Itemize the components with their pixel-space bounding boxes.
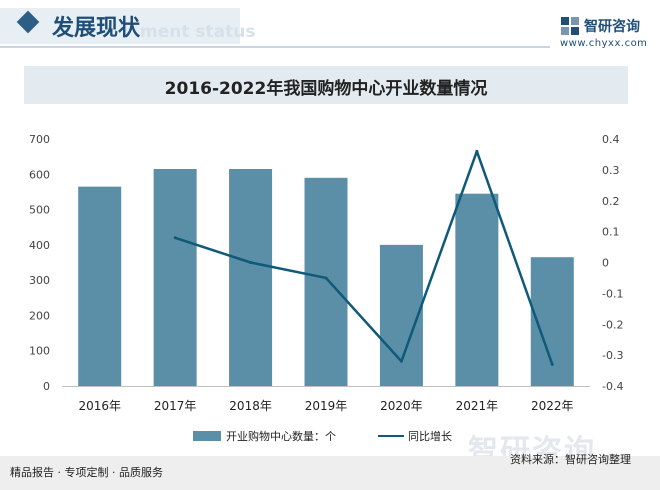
- right-tick-label: -0.1: [602, 287, 623, 300]
- left-tick-label: 100: [29, 345, 50, 358]
- x-tick-label: 2018年: [229, 399, 272, 413]
- bar: [78, 186, 122, 386]
- right-tick-label: -0.4: [602, 380, 623, 393]
- growth-line: [174, 150, 554, 365]
- growth-point: [475, 149, 479, 153]
- x-tick-label: 2019年: [305, 399, 348, 413]
- bar: [229, 168, 273, 386]
- chart-title-bar: 2016-2022年我国购物中心开业数量情况: [24, 66, 628, 104]
- header-divider: [0, 46, 550, 48]
- legend-swatch-bar: [193, 431, 221, 441]
- chart-title: 2016-2022年我国购物中心开业数量情况: [164, 79, 488, 99]
- legend-swatch-line: [378, 435, 404, 437]
- x-tick-label: 2016年: [78, 399, 121, 413]
- x-tick-label: 2017年: [154, 399, 197, 413]
- right-tick-label: 0.1: [602, 226, 620, 239]
- growth-point: [249, 261, 253, 264]
- right-tick-label: -0.2: [602, 318, 623, 331]
- brand-url: www.chyxx.com: [560, 38, 648, 49]
- growth-point: [550, 362, 554, 366]
- right-tick-label: 0.2: [602, 195, 620, 208]
- section-title: 发展现状: [52, 16, 141, 41]
- section-title-block: [0, 8, 240, 44]
- footer-tagline: 精品报告 · 专项定制 · 品质服务: [10, 466, 163, 479]
- growth-point: [399, 359, 403, 363]
- x-tick-label: 2022年: [531, 399, 574, 413]
- footer-bar: 精品报告 · 专项定制 · 品质服务: [0, 456, 660, 490]
- left-tick-label: 400: [29, 239, 50, 252]
- right-tick-label: 0.3: [602, 164, 620, 177]
- left-tick-label: 200: [29, 309, 50, 322]
- left-tick-label: 0: [43, 380, 50, 393]
- left-tick-label: 500: [29, 204, 50, 217]
- brand-logo-icon: [561, 17, 579, 35]
- x-tick-label: 2021年: [456, 399, 499, 413]
- bar: [304, 177, 348, 386]
- left-tick-label: 600: [29, 168, 50, 181]
- bar: [153, 168, 197, 386]
- header: ment status 发展现状 智研咨询 www.chyxx.com: [0, 0, 660, 58]
- left-tick-label: 300: [29, 274, 50, 287]
- source-note: 资料来源：智研咨询整理: [510, 453, 631, 466]
- growth-point: [173, 236, 177, 240]
- growth-point: [324, 276, 328, 280]
- brand-name: 智研咨询: [584, 19, 640, 35]
- x-tick-label: 2020年: [380, 399, 423, 413]
- right-tick-label: 0: [602, 257, 609, 270]
- legend-label-bar: 开业购物中心数量：个: [226, 430, 336, 443]
- right-tick-label: -0.3: [602, 349, 623, 362]
- bar: [455, 193, 499, 386]
- legend-label-line: 同比增长: [408, 430, 452, 443]
- right-tick-label: 0.4: [602, 133, 620, 146]
- left-tick-label: 700: [29, 133, 50, 146]
- bar: [379, 244, 423, 386]
- section-subtitle: ment status: [140, 22, 256, 42]
